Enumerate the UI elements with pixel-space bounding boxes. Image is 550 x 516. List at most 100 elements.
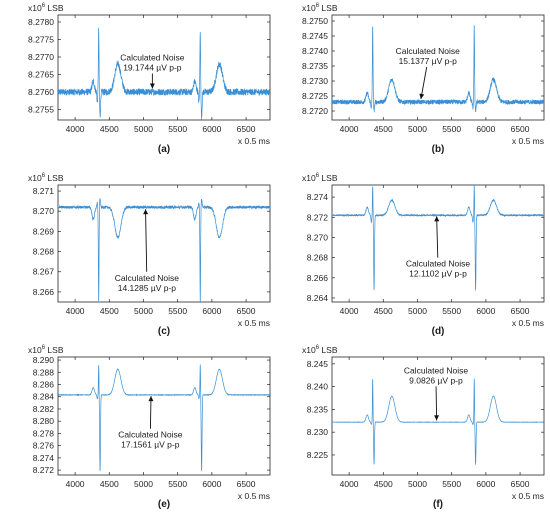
- chart-panel-d: 8.264 8.266 8.268 8.270 8.272 8.274 4000 4500 50…: [302, 173, 545, 337]
- chart-panel-a: 8.2755 8.2760 8.2765 8.2770 8.2775 8.2780 4000…: [28, 3, 271, 155]
- plot-frame: [331, 184, 545, 303]
- signal-trace: [58, 27, 270, 120]
- annotation-arrow-head: [148, 396, 154, 402]
- y-tick-label: 8.2720: [302, 106, 328, 116]
- x-tick-label: 6500: [237, 124, 256, 134]
- annotation-arrow-head: [434, 216, 440, 222]
- y-tick-label: 8.2735: [302, 61, 328, 71]
- x-tick-label: 6000: [476, 479, 495, 489]
- signal-trace: [332, 185, 544, 291]
- x-tick-label: 4000: [340, 124, 359, 134]
- noise-annotation-value: 12.1102 µV p-p: [409, 269, 467, 279]
- noise-annotation-value: 17.1561 µV p-p: [121, 440, 180, 450]
- x-tick-label: 4500: [374, 479, 393, 489]
- panel-label: (d): [432, 326, 445, 337]
- y-tick-label: 8.2725: [302, 91, 328, 101]
- y-tick-label: 8.2775: [28, 35, 54, 45]
- x-tick-label: 5000: [408, 124, 427, 134]
- y-tick-label: 8.2755: [28, 105, 54, 115]
- y-tick-label: 8.266: [307, 273, 329, 283]
- y-tick-label: 8.2750: [302, 16, 328, 26]
- y-tick-label: 8.268: [307, 253, 329, 263]
- y-scale-label: x106 LSB: [28, 345, 64, 355]
- annotation-arrow-head: [419, 93, 425, 99]
- noise-annotation-value: 15.1377 µV p-p: [399, 56, 458, 66]
- y-scale-label: x106 LSB: [302, 173, 338, 183]
- y-scale-label: x106 LSB: [302, 3, 338, 13]
- y-tick-label: 8.2770: [28, 52, 54, 62]
- x-tick-label: 4500: [100, 479, 119, 489]
- noise-annotation-value: 14.1285 µV p-p: [118, 283, 177, 293]
- noise-annotation-title: Calculated Noise: [404, 365, 469, 375]
- chart-panel-b: 8.2720 8.2725 8.2730 8.2735 8.2740 8.2745 8.27…: [302, 3, 545, 155]
- noise-annotation-title: Calculated Noise: [406, 259, 471, 269]
- x-tick-label: 5000: [134, 479, 153, 489]
- x-tick-label: 6500: [511, 124, 530, 134]
- x-tick-label: 5500: [442, 479, 461, 489]
- x-tick-label: 4500: [374, 306, 393, 316]
- x-axis-label: x 0.5 ms: [512, 318, 544, 328]
- y-scale-label: x106 LSB: [28, 173, 64, 183]
- y-tick-label: 8.269: [33, 226, 55, 236]
- noise-annotation-title: Calculated Noise: [118, 430, 183, 440]
- annotation-arrow-line: [420, 66, 428, 100]
- chart-panel-c: 8.266 8.267 8.268 8.269 8.270 8.271 4000 4500 50…: [28, 173, 271, 337]
- x-tick-label: 4500: [100, 124, 119, 134]
- y-tick-label: 8.240: [307, 382, 329, 392]
- plot-frame: [57, 356, 271, 476]
- x-tick-label: 6000: [476, 124, 495, 134]
- y-tick-label: 8.2760: [28, 87, 54, 97]
- y-tick-label: 8.288: [33, 367, 55, 377]
- y-tick-label: 8.286: [33, 380, 55, 390]
- y-tick-label: 8.2745: [302, 31, 328, 41]
- y-tick-label: 8.268: [33, 247, 55, 257]
- chart-panel-e: 8.272 8.274 8.276 8.278 8.280 8.282 8.284 8.286…: [28, 345, 271, 510]
- x-tick-label: 4500: [374, 124, 393, 134]
- annotation-arrow-line: [145, 209, 148, 272]
- y-tick-label: 8.270: [307, 232, 329, 242]
- y-tick-label: 8.225: [307, 450, 329, 460]
- annotation-arrow-head: [149, 83, 155, 89]
- panel-label: (a): [158, 144, 170, 155]
- x-tick-label: 5500: [442, 306, 461, 316]
- x-axis-label: x 0.5 ms: [238, 136, 270, 146]
- x-tick-label: 4000: [340, 479, 359, 489]
- y-tick-label: 8.2780: [28, 17, 54, 27]
- noise-annotation-title: Calculated Noise: [396, 46, 461, 56]
- x-tick-label: 6500: [237, 306, 256, 316]
- y-tick-label: 8.235: [307, 404, 329, 414]
- x-axis-label: x 0.5 ms: [238, 491, 270, 501]
- x-tick-label: 4000: [66, 306, 85, 316]
- y-tick-label: 8.278: [33, 428, 55, 438]
- y-tick-label: 8.274: [33, 453, 55, 463]
- x-tick-label: 5000: [408, 306, 427, 316]
- x-tick-label: 5500: [168, 124, 187, 134]
- panel-label: (f): [433, 499, 443, 510]
- y-tick-label: 8.267: [33, 267, 55, 277]
- x-tick-label: 5500: [168, 306, 187, 316]
- signal-trace: [58, 364, 270, 472]
- noise-annotation-value: 9.0826 µV p-p: [409, 375, 463, 385]
- x-tick-label: 5000: [134, 306, 153, 316]
- y-tick-label: 8.282: [33, 404, 55, 414]
- annotation-arrow-head: [143, 209, 149, 215]
- y-tick-label: 8.2730: [302, 76, 328, 86]
- x-tick-label: 5500: [442, 124, 461, 134]
- x-tick-label: 6500: [237, 479, 256, 489]
- plot-frame: [331, 356, 545, 476]
- annotation-arrow-line: [435, 386, 438, 421]
- x-tick-label: 4000: [66, 124, 85, 134]
- x-tick-label: 6000: [202, 479, 221, 489]
- y-tick-label: 8.276: [33, 441, 55, 451]
- y-tick-label: 8.2765: [28, 70, 54, 80]
- panel-label: (b): [432, 144, 445, 155]
- y-tick-label: 8.272: [307, 212, 329, 222]
- x-tick-label: 5000: [134, 124, 153, 134]
- plot-frame: [331, 14, 545, 121]
- noise-annotation-title: Calculated Noise: [115, 273, 180, 283]
- y-tick-label: 8.274: [307, 192, 329, 202]
- annotation-arrow-line: [149, 396, 152, 429]
- x-tick-label: 6000: [476, 306, 495, 316]
- plot-frame: [57, 184, 271, 303]
